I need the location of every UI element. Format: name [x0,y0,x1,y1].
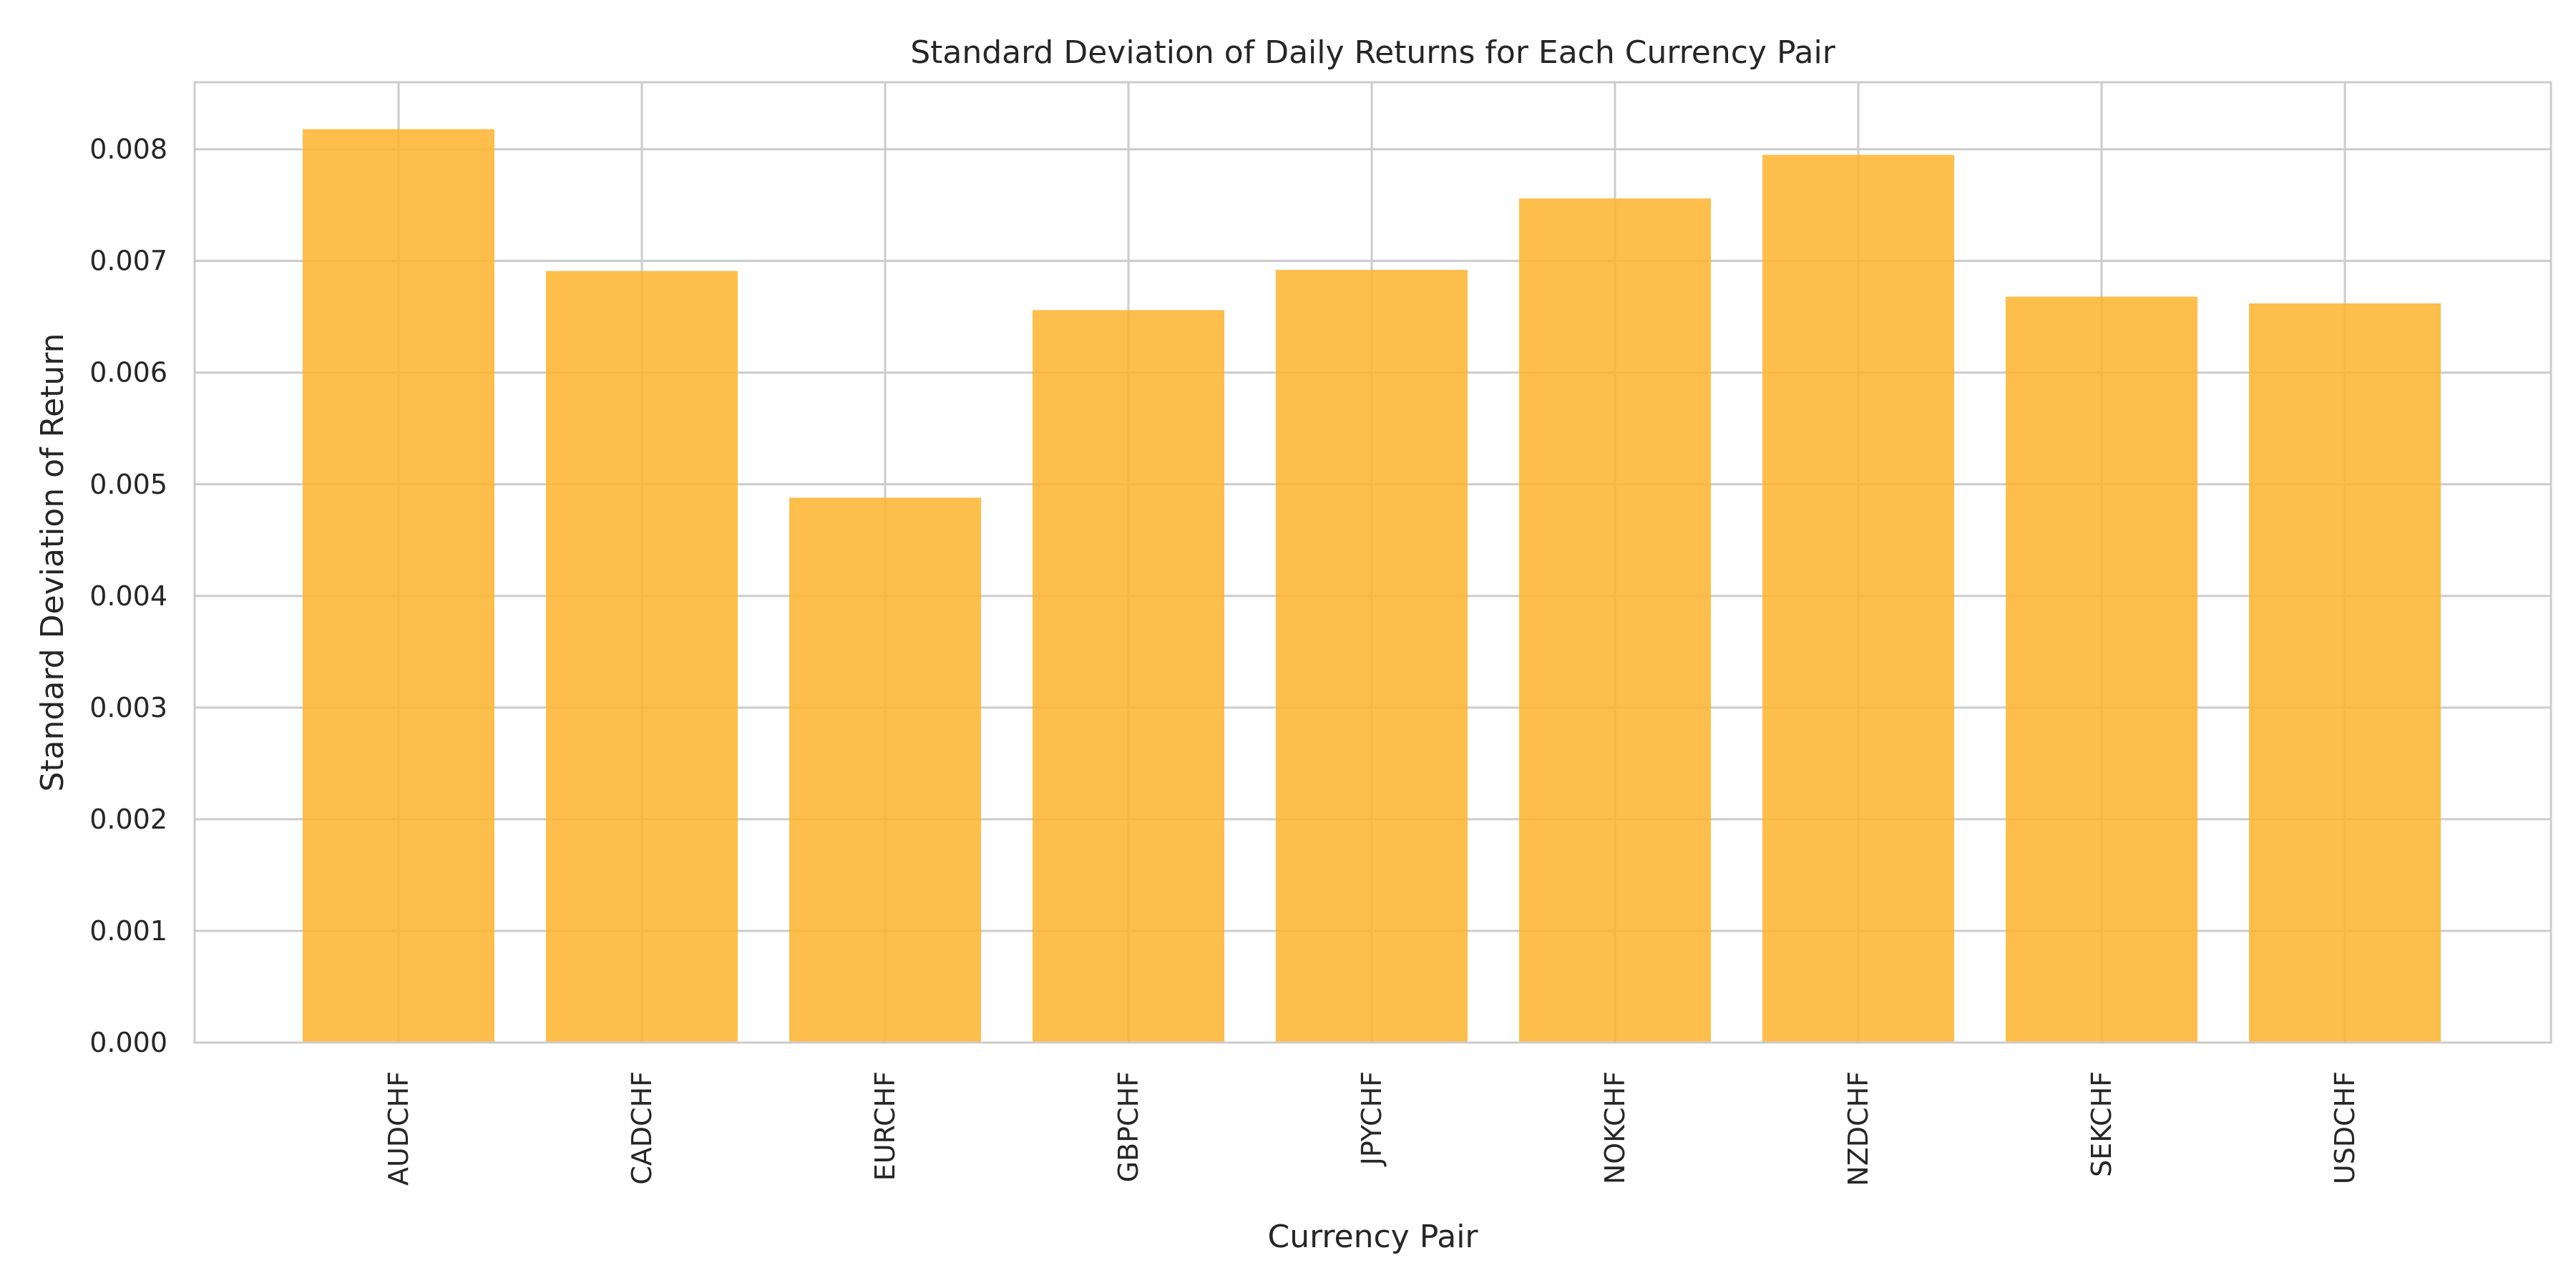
x-tick-label: JPYCHF [1356,1071,1387,1166]
bar-audchf [303,129,494,1043]
x-tick-label: AUDCHF [383,1071,414,1186]
x-tick-label: NZDCHF [1843,1071,1874,1186]
y-tick-label: 0.001 [89,915,167,947]
y-tick-label: 0.000 [89,1027,167,1058]
x-tick-label: CADCHF [626,1071,658,1185]
x-tick-label: GBPCHF [1113,1071,1144,1182]
y-tick-label: 0.003 [89,692,167,723]
y-tick-label: 0.004 [89,580,167,612]
bar-nzdchf [1762,155,1954,1043]
bar-sekchf [2006,296,2197,1043]
bars [303,129,2441,1043]
bar-cadchf [546,270,738,1043]
x-tick-label: SEKCHF [2086,1071,2117,1177]
plot-frame [193,81,2552,1044]
bar-eurchf [789,497,981,1043]
bar-nokchf [1519,198,1711,1043]
x-tick-label: EURCHF [869,1071,901,1181]
y-axis-label: Standard Deviation of Return [34,333,71,791]
y-tick-labels: 0.000 0.001 0.002 0.003 0.004 0.005 0.006 0.007… [89,134,167,1058]
y-tick-label: 0.007 [89,245,167,277]
bar-jpychf [1276,270,1468,1043]
y-tick-label: 0.005 [89,469,167,500]
x-axis-label: Currency Pair [1267,1219,1478,1255]
bar-usdchf [2249,303,2441,1043]
x-tick-labels: AUDCHF CADCHF EURCHF GBPCHF JPYCHF NOKCHF NZDC… [383,1071,2361,1186]
y-tick-label: 0.002 [89,804,167,835]
y-tick-label: 0.006 [89,357,167,389]
y-tick-label: 0.008 [89,134,167,165]
x-tick-label: NOKCHF [1599,1071,1631,1184]
chart-title: Standard Deviation of Daily Returns for … [910,34,1836,71]
bar-gbpchf [1033,310,1224,1043]
x-tick-label: USDCHF [2329,1071,2361,1184]
